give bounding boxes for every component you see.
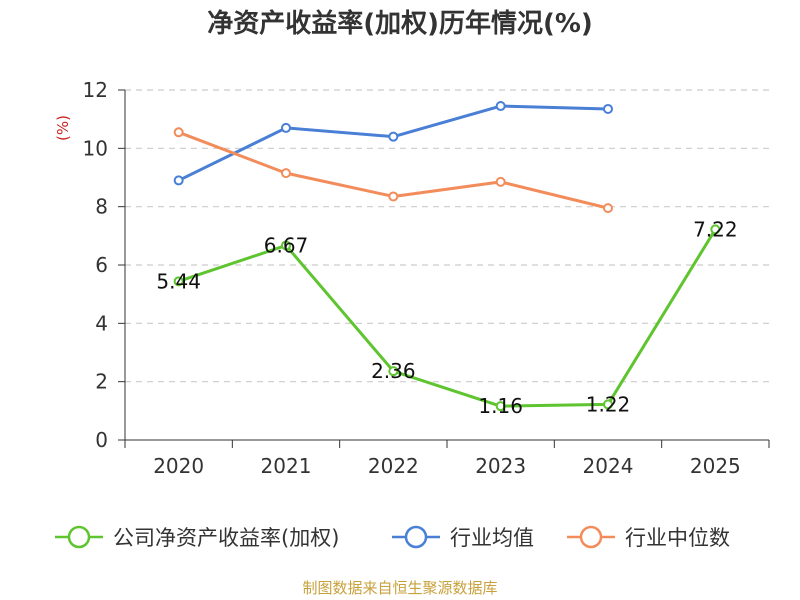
data-point[interactable] [603, 103, 613, 114]
x-tick-label: 2023 [475, 454, 526, 478]
data-point[interactable] [388, 366, 399, 377]
data-label: 2.36 [371, 359, 416, 383]
y-tick-label: 2 [95, 370, 108, 394]
data-label: 7.22 [693, 217, 738, 241]
data-point[interactable] [173, 175, 184, 186]
legend-marker-icon [67, 525, 91, 549]
y-tick-label: 8 [95, 195, 108, 219]
x-tick-label: 2021 [261, 454, 312, 478]
data-point[interactable] [495, 401, 506, 412]
data-point[interactable] [495, 176, 506, 187]
data-point[interactable] [710, 224, 721, 235]
y-tick-label: 4 [95, 311, 108, 335]
x-tick-label: 2020 [153, 454, 204, 478]
data-label: 1.16 [478, 394, 523, 418]
data-point[interactable] [281, 168, 291, 179]
x-tick-label: 2022 [368, 454, 419, 478]
x-tick-label: 2024 [583, 454, 634, 478]
series-line-0 [178, 228, 717, 408]
data-point[interactable] [281, 122, 291, 133]
data-point[interactable] [495, 101, 506, 112]
data-point[interactable] [603, 203, 613, 214]
data-label: 5.44 [156, 269, 201, 293]
data-labels: 5.44 6.67 2.36 1.16 1.22 7.22 [156, 217, 737, 418]
legend-label: 行业中位数 [625, 526, 730, 550]
y-tick-label: 10 [83, 136, 108, 160]
data-point[interactable] [388, 191, 399, 202]
legend-marker-icon [404, 525, 428, 549]
data-point[interactable] [388, 131, 399, 142]
source-note: 制图数据来自恒生聚源数据库 [302, 579, 497, 597]
y-tick-label: 6 [95, 253, 108, 277]
legend-item-0[interactable]: 公司净资产收益率(加权) [55, 525, 339, 550]
data-point[interactable] [173, 276, 184, 287]
y-axis-unit-label: (%) [54, 115, 72, 141]
series-lines [173, 101, 721, 412]
grid-lines [125, 89, 769, 383]
data-label: 6.67 [264, 233, 309, 257]
legend-item-2[interactable]: 行业中位数 [567, 525, 730, 550]
legend-label: 行业均值 [450, 526, 534, 550]
data-label: 1.22 [586, 392, 631, 416]
x-tick-label: 2025 [690, 454, 741, 478]
y-tick-label: 0 [95, 428, 108, 452]
chart-title: 净资产收益率(加权)历年情况(%) [207, 8, 593, 39]
legend-item-1[interactable]: 行业均值 [392, 525, 534, 550]
series-line-1 [178, 104, 609, 182]
legend[interactable]: 公司净资产收益率(加权) 行业均值 行业中位数 [55, 525, 730, 550]
data-point[interactable] [173, 127, 184, 138]
data-point[interactable] [603, 399, 613, 410]
legend-marker-icon [579, 525, 603, 549]
axes: 0 2 4 6 8 10 12 2020 2021 2022 2023 2024 2025 [83, 78, 770, 478]
data-point[interactable] [281, 240, 291, 251]
legend-label: 公司净资产收益率(加权) [113, 526, 339, 550]
y-tick-label: 12 [83, 78, 108, 102]
